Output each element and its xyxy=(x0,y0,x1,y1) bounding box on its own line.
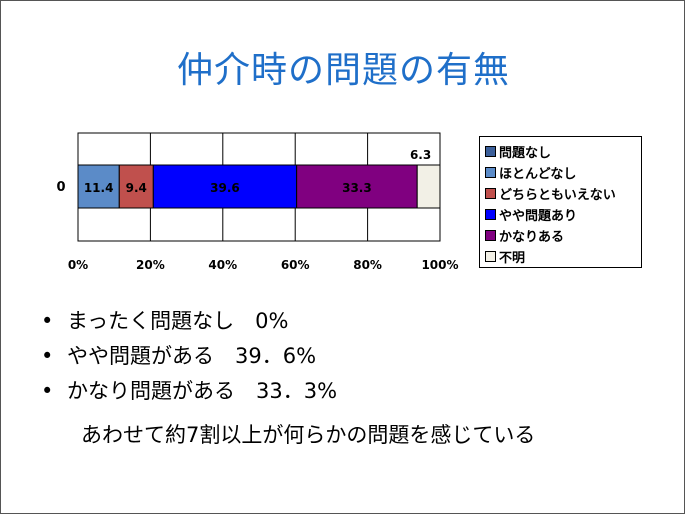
data-label: 6.3 xyxy=(410,148,431,162)
legend-label: やや問題あり xyxy=(499,209,578,224)
legend-item: かなりある xyxy=(485,225,641,246)
data-label: 39.6 xyxy=(210,181,240,195)
legend-item: どちらともいえない xyxy=(485,183,641,204)
bullet-list: • まったく問題なし 0% • やや問題がある 39．6% • かなり問題がある 33．3… xyxy=(41,307,337,412)
legend-item: 不明 xyxy=(485,246,641,267)
bullet-item: • やや問題がある 39．6% xyxy=(41,342,337,377)
data-label: 11.4 xyxy=(84,181,114,195)
legend-label: 不明 xyxy=(499,251,526,266)
data-label: 33.3 xyxy=(342,181,372,195)
bar-segment-4 xyxy=(152,164,298,209)
category-label: 0 xyxy=(56,180,65,195)
summary-text: あわせて約7割以上が何らかの問題を感じている xyxy=(81,423,536,447)
chart-legend: 問題なしほとんどなしどちらともいえない やや問題あり かなりある不明 xyxy=(479,136,642,268)
bar-segment-3 xyxy=(118,164,154,209)
bullet-dot: • xyxy=(41,344,54,368)
x-tick-label: 100% xyxy=(421,258,458,272)
x-tick-label: 40% xyxy=(208,258,237,272)
legend-swatch xyxy=(485,251,496,262)
legend-swatch xyxy=(485,167,496,178)
bullet-text: やや問題がある 39．6% xyxy=(67,344,317,368)
bullet-text: かなり問題がある 33．3% xyxy=(67,379,338,403)
legend-label: ほとんどなし xyxy=(499,167,577,182)
bar-segment-2 xyxy=(77,164,120,209)
legend-swatch xyxy=(485,209,496,220)
legend-label: どちらともいえない xyxy=(499,188,616,203)
x-tick-label: 20% xyxy=(136,258,165,272)
legend-item: やや問題あり xyxy=(485,204,641,225)
bullet-item: • まったく問題なし 0% xyxy=(41,307,337,342)
x-tick-label: 60% xyxy=(281,258,310,272)
bar-segment-6 xyxy=(416,164,441,209)
bullet-dot: • xyxy=(41,379,54,403)
bullet-text: まったく問題なし 0% xyxy=(67,309,289,333)
legend-label: かなりある xyxy=(499,230,565,245)
stacked-bar-chart: 0% 20% 40% 60% 80% 100% 0 11.4 9.4 39.6 33.3 6.3 xyxy=(56,132,459,272)
legend-swatch xyxy=(485,146,496,157)
data-label: 9.4 xyxy=(126,181,147,195)
legend-label: 問題なし xyxy=(499,146,552,161)
x-tick-label: 0% xyxy=(68,258,88,272)
legend-swatch xyxy=(485,188,496,199)
legend-item: 問題なし xyxy=(485,141,641,162)
legend-swatch xyxy=(485,230,496,241)
x-tick-label: 80% xyxy=(353,258,382,272)
legend-item: ほとんどなし xyxy=(485,162,641,183)
slide-title: 仲介時の問題の有無 xyxy=(176,50,510,91)
bullet-dot: • xyxy=(41,309,54,333)
bullet-item: • かなり問題がある 33．3% xyxy=(41,377,337,412)
bar-segment-5 xyxy=(296,164,418,209)
